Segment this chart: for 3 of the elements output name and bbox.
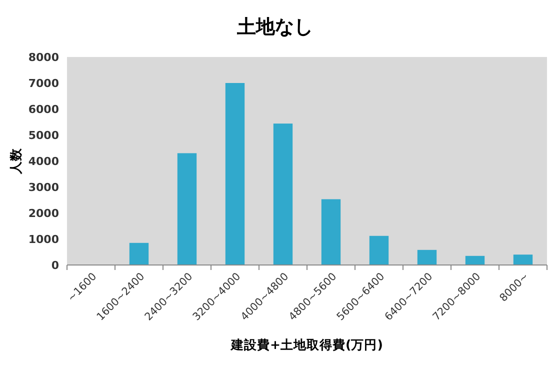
ylabel: 人数 [8,148,23,174]
title: 土地なし [237,16,313,38]
xlabel: 建設費+土地取得費(万円) [231,337,383,352]
